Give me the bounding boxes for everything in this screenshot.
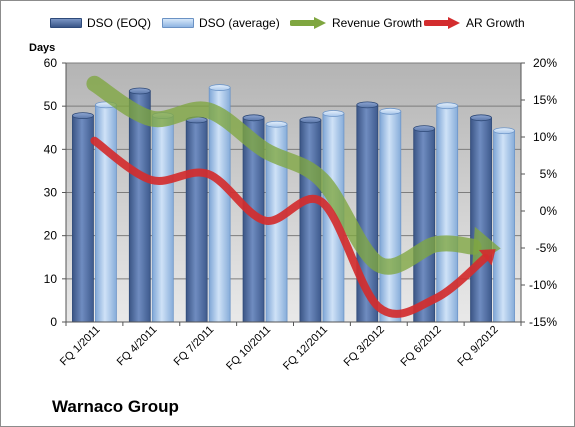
bar-top-dso-average <box>322 110 345 117</box>
bar-dso-average <box>493 130 515 323</box>
company-name: Warnaco Group <box>52 397 179 416</box>
y2-tick-label: 5% <box>540 167 558 181</box>
x-tick-label: FQ 10/2011 <box>224 324 273 373</box>
bar-top-dso-eoq <box>413 125 436 132</box>
bar-dso-average <box>151 115 174 323</box>
bar-dso-eoq <box>185 119 208 323</box>
bar-top-dso-average <box>379 107 402 115</box>
y2-tick-label: 0% <box>540 204 558 218</box>
y2-tick-label: -5% <box>536 241 558 255</box>
y-tick-label: 20 <box>44 229 58 243</box>
bar-dso-eoq <box>72 115 94 323</box>
x-tick-label: FQ 6/2012 <box>399 324 444 369</box>
legend-item-revenue-growth: Revenue Growth <box>290 12 422 34</box>
bar-dso-eoq <box>128 90 151 323</box>
x-tick-label: FQ 7/2011 <box>172 324 217 369</box>
legend-arrow-revenue-growth <box>290 17 326 29</box>
arrowhead-ar-growth <box>478 249 496 266</box>
legend-label-dso-eoq: DSO (EOQ) <box>87 16 152 30</box>
legend-label-ar-growth: AR Growth <box>466 16 525 30</box>
bar-dso-eoq <box>470 117 492 323</box>
bar-top-dso-average <box>208 84 231 91</box>
growth-lines <box>86 75 501 318</box>
bar-dso-eoq <box>413 128 436 323</box>
bar-top-dso-average <box>436 102 459 110</box>
bar-dso-average <box>379 110 402 323</box>
legend-item-dso-average: DSO (average) <box>162 12 280 34</box>
legend-label-revenue-growth: Revenue Growth <box>332 16 423 30</box>
x-tick-label: FQ 12/2011 <box>281 324 330 373</box>
arrowhead-revenue-growth <box>472 226 501 267</box>
bar-top-dso-eoq <box>128 87 151 95</box>
legend-swatch-dso-average <box>162 18 194 28</box>
legend-swatch-dso-eoq <box>50 18 82 28</box>
x-tick-label: FQ 1/2011 <box>58 324 103 369</box>
y-tick-label: 50 <box>44 99 58 113</box>
bar-top-dso-eoq <box>470 114 492 122</box>
y-tick-label: 0 <box>50 315 57 329</box>
line-revenue-growth <box>86 75 482 275</box>
y2-tick-label: -15% <box>529 315 557 329</box>
line-ar-growth <box>90 136 490 318</box>
x-tick-label: FQ 3/2012 <box>342 324 387 369</box>
y-axis-title: Days <box>29 42 55 54</box>
y2-tick-label: 10% <box>533 130 557 144</box>
y-tick-label: 60 <box>44 56 58 70</box>
chart-legend: DSO (EOQ) DSO (average) Revenue Growth A… <box>0 12 575 34</box>
y-tick-label: 30 <box>44 186 58 200</box>
bar-dso-average <box>95 104 117 323</box>
legend-arrow-ar-growth <box>424 17 460 29</box>
y2-tick-label: 15% <box>533 93 557 107</box>
bar-top-dso-eoq <box>72 112 94 120</box>
bar-top-dso-average <box>265 120 288 128</box>
bar-top-dso-eoq <box>356 101 379 109</box>
legend-label-dso-average: DSO (average) <box>199 16 280 30</box>
bar-top-dso-average <box>493 127 515 135</box>
legend-item-dso-eoq: DSO (EOQ) <box>50 12 151 34</box>
x-tick-label: FQ 9/2012 <box>455 324 500 369</box>
bar-dso-eoq <box>299 119 322 323</box>
bar-top-dso-eoq <box>299 116 322 124</box>
x-tick-label: FQ 4/2011 <box>115 324 160 369</box>
bar-top-dso-eoq <box>242 114 265 122</box>
y2-tick-label: 20% <box>533 56 557 70</box>
y-tick-label: 40 <box>44 142 58 156</box>
legend-item-ar-growth: AR Growth <box>424 12 525 34</box>
bar-series <box>72 84 515 323</box>
y-tick-label: 10 <box>44 272 58 286</box>
y2-tick-label: -10% <box>529 278 557 292</box>
